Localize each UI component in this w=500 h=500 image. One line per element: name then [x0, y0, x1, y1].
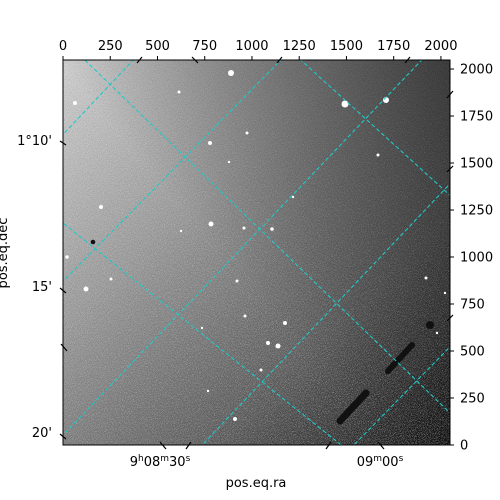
dec-tick-label: 1°10'	[17, 134, 52, 149]
right-tick-label: 250	[460, 392, 485, 407]
x-axis-label: pos.eq.ra	[226, 476, 287, 491]
top-tick-label: 1000	[235, 39, 268, 54]
top-pixel-axis: 0 250 500 750 1000 1250 1500 1750 2000	[59, 39, 457, 60]
dec-tick-label: 15'	[32, 280, 52, 295]
world-ticks	[59, 56, 454, 450]
top-tick-label: 1500	[330, 39, 363, 54]
top-tick-label: 750	[192, 39, 217, 54]
dec-tick-label: 20'	[32, 426, 52, 441]
right-tick-label: 500	[460, 345, 485, 360]
dec-grid-line	[353, 346, 450, 445]
y-axis-label: pos.eq.dec	[0, 218, 11, 289]
right-tick-label: 0	[460, 439, 468, 454]
dec-grid-line	[63, 60, 423, 436]
dec-grid-line	[201, 182, 450, 445]
top-tick-label: 500	[145, 39, 170, 54]
sky-image	[63, 60, 450, 445]
dec-grid-line	[63, 60, 135, 136]
right-pixel-axis: 0 250 500 750 1000 1250 1500 1750 2000	[450, 63, 493, 454]
dec-grid-line	[63, 60, 282, 283]
right-tick-label: 2000	[460, 63, 493, 78]
right-tick-label: 1750	[460, 110, 493, 125]
plot-frame	[62, 59, 451, 446]
ra-tick-label: 9h08m30s	[130, 454, 191, 470]
right-tick-label: 1500	[460, 157, 493, 172]
ra-grid-line	[63, 222, 342, 445]
ra-tick-label: 09m00s	[357, 454, 404, 470]
top-tick-label: 1750	[377, 39, 410, 54]
top-tick-label: 250	[98, 39, 123, 54]
right-tick-label: 1250	[460, 204, 493, 219]
right-tick-label: 1000	[460, 251, 493, 266]
top-tick-label: 2000	[424, 39, 457, 54]
top-tick-label: 0	[59, 39, 67, 54]
right-tick-label: 750	[460, 298, 485, 313]
top-tick-label: 1250	[283, 39, 316, 54]
